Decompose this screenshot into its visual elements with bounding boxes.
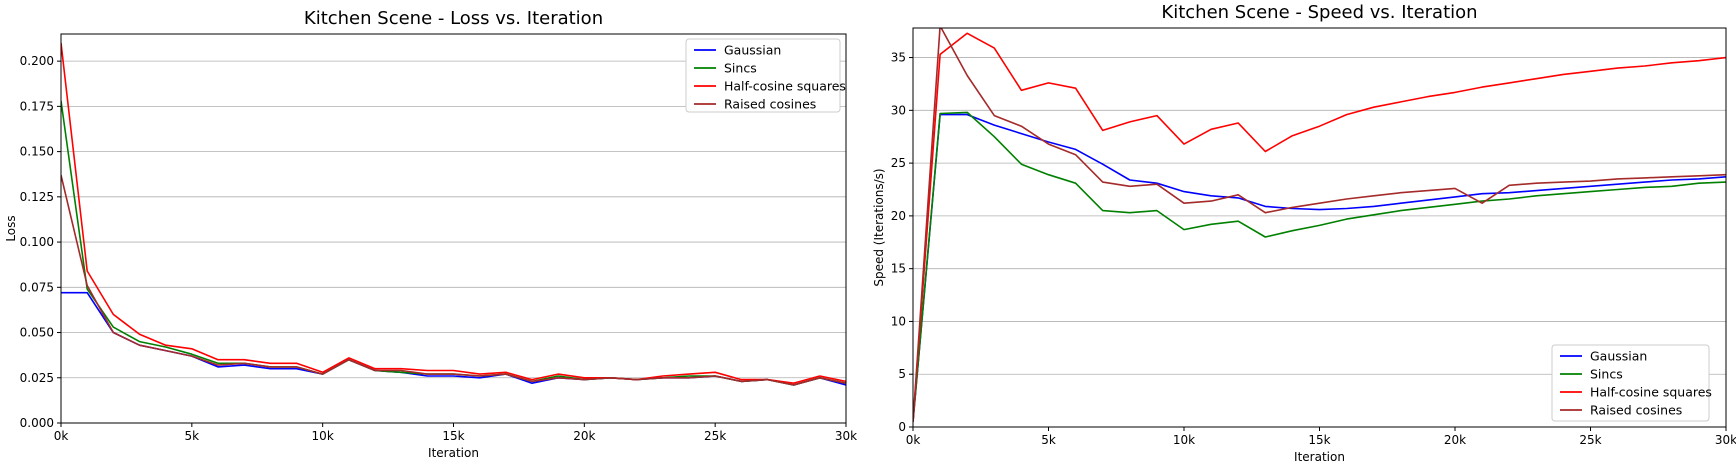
y-tick-label: 0.100 [20,235,54,249]
y-tick-label: 30 [891,103,906,117]
legend-label: Gaussian [724,43,781,58]
series-line-gaussian [913,113,1726,422]
x-tick-label: 15k [442,429,464,443]
y-tick-label: 0 [898,420,906,434]
y-axis-label: Loss [4,215,18,241]
legend-label: Half-cosine squares [724,79,846,94]
x-tick-label: 25k [1579,433,1601,447]
y-tick-label: 5 [898,367,906,381]
chart-2: 0 5 10 15 20 25 30 35 0k 5k 10k 15k 20k 25k 30k Kitchen… [872,2,1736,464]
y-tick-label: 25 [891,156,906,170]
y-tick-label: 0.025 [20,371,54,385]
plot-frame [912,27,1727,428]
x-tick-label: 15k [1308,433,1330,447]
x-tick-label: 5k [1041,433,1056,447]
series-line-half-cosine-squares [61,42,846,385]
x-tick-label: 30k [1715,433,1736,447]
plot-frame [60,33,847,424]
legend-label: Raised cosines [724,97,816,112]
legend-label: Raised cosines [1590,403,1682,418]
x-tick-label: 0k [906,433,921,447]
y-tick-label: 0.175 [20,99,54,113]
y-tick-label: 0.200 [20,54,54,68]
y-tick-label: 0.150 [20,145,54,159]
x-axis-label: Iteration [428,446,479,460]
chart-1: 0.000 0.025 0.050 0.075 0.100 0.125 0.150 0.175… [4,8,857,460]
legend-box [685,38,841,113]
y-tick-label: 15 [891,262,906,276]
legend-label: Half-cosine squares [1590,385,1712,400]
legend-label: Sincs [1590,367,1623,382]
y-axis-label: Speed (Iterations/s) [872,168,886,286]
chart-title: Kitchen Scene - Speed vs. Iteration [1161,2,1477,23]
series-line-sincs [61,100,846,386]
legend-label: Sincs [724,61,757,76]
y-tick-label: 0.050 [20,326,54,340]
series-line-raised-cosines [61,174,846,386]
x-tick-label: 20k [573,429,595,443]
y-tick-label: 0.075 [20,280,54,294]
x-tick-label: 30k [835,429,857,443]
series-line-half-cosine-squares [913,32,1726,422]
y-tick-label: 10 [891,314,906,328]
legend-box [1551,344,1710,422]
x-tick-label: 0k [54,429,69,443]
legend-label: Gaussian [1590,349,1647,364]
x-axis-label: Iteration [1294,450,1345,464]
chart-title: Kitchen Scene - Loss vs. Iteration [304,8,603,29]
x-tick-label: 5k [185,429,200,443]
y-tick-label: 35 [891,51,906,65]
y-tick-label: 0.000 [20,416,54,430]
x-tick-label: 10k [312,429,334,443]
x-tick-label: 20k [1444,433,1466,447]
series-line-sincs [913,111,1726,422]
y-tick-label: 20 [891,209,906,223]
legend: Gaussian Sincs Half-cosine squares Raised c… [685,38,846,113]
legend: Gaussian Sincs Half-cosine squares Raised c… [1551,344,1712,422]
x-tick-label: 25k [704,429,726,443]
y-tick-label: 0.125 [20,190,54,204]
series-line-raised-cosines [913,28,1726,422]
x-tick-label: 10k [1173,433,1195,447]
